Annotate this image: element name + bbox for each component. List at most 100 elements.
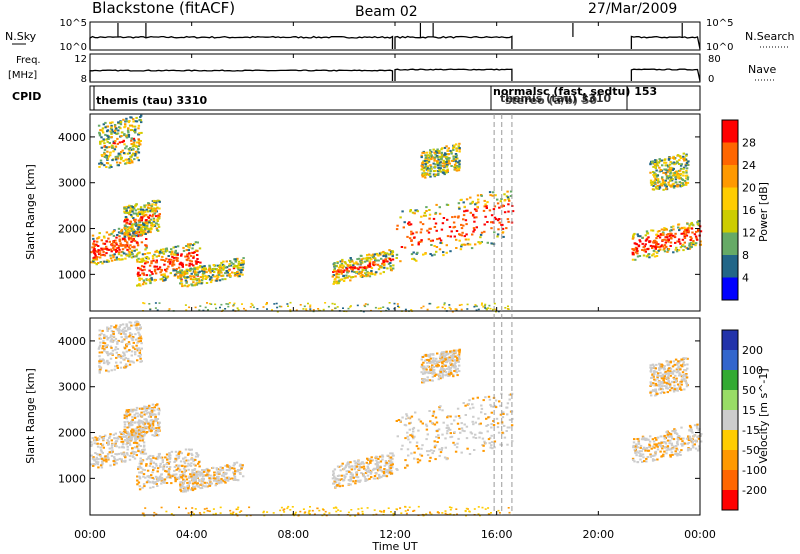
data-cell — [352, 266, 355, 269]
data-cell — [676, 442, 679, 445]
data-cell — [427, 160, 431, 163]
data-cell — [110, 131, 113, 134]
data-cell — [648, 443, 651, 446]
ground-cell — [336, 306, 339, 308]
data-cell — [130, 431, 133, 434]
data-cell — [634, 445, 637, 448]
data-cell — [158, 215, 161, 218]
data-cell — [632, 458, 635, 461]
data-cell — [122, 330, 125, 333]
data-cell — [233, 467, 236, 470]
data-cell — [93, 240, 96, 243]
data-cell — [213, 271, 216, 273]
data-cell — [133, 139, 136, 142]
data-cell — [407, 454, 410, 457]
data-cell — [664, 241, 667, 244]
data-cell — [457, 145, 460, 148]
data-cell — [368, 257, 371, 260]
ground-cell — [225, 303, 228, 305]
data-cell — [148, 427, 151, 430]
data-cell — [111, 231, 114, 234]
data-cell — [97, 236, 101, 239]
data-cell — [475, 216, 478, 219]
data-cell — [438, 448, 441, 451]
data-cell — [682, 152, 685, 155]
data-cell — [131, 428, 134, 431]
data-cell — [225, 260, 228, 263]
data-cell — [129, 237, 133, 240]
data-cell — [639, 235, 642, 238]
data-cell — [462, 218, 465, 221]
data-cell — [185, 263, 188, 266]
data-cell — [133, 417, 137, 419]
data-cell — [463, 235, 466, 238]
data-cell — [670, 442, 673, 445]
data-cell — [185, 280, 188, 283]
data-cell — [677, 223, 680, 226]
data-cell — [131, 253, 134, 256]
data-cell — [112, 433, 115, 436]
data-cell — [695, 440, 698, 443]
data-cell — [134, 223, 137, 226]
data-cell — [637, 245, 641, 248]
data-cell — [96, 445, 100, 448]
data-cell — [186, 285, 189, 288]
data-cell — [145, 412, 148, 415]
data-cell — [95, 263, 98, 265]
ground-cell — [204, 306, 207, 309]
data-cell — [438, 206, 441, 209]
data-cell — [455, 166, 458, 169]
data-cell — [473, 220, 476, 223]
data-cell — [118, 248, 121, 251]
data-cell — [191, 454, 194, 457]
data-cell — [177, 455, 181, 458]
data-cell — [101, 443, 105, 446]
data-cell — [155, 259, 158, 262]
data-cell — [642, 254, 646, 257]
data-cell — [111, 349, 115, 352]
data-cell — [134, 338, 138, 341]
data-cell — [125, 365, 129, 368]
data-cell — [453, 144, 456, 147]
data-cell — [682, 232, 685, 235]
data-cell — [391, 452, 394, 455]
data-cell — [435, 203, 438, 206]
data-cell — [143, 418, 146, 421]
data-cell — [156, 215, 160, 218]
data-cell — [441, 433, 444, 436]
data-cell — [470, 432, 474, 435]
data-cell — [231, 271, 234, 274]
data-cell — [675, 452, 678, 455]
data-cell — [179, 277, 182, 280]
ground-cell — [241, 303, 243, 305]
data-cell — [357, 480, 360, 483]
data-cell — [376, 477, 379, 480]
data-cell — [401, 210, 404, 213]
data-cell — [649, 453, 652, 456]
data-cell — [464, 404, 467, 407]
data-cell — [98, 362, 101, 365]
data-cell — [375, 271, 378, 274]
data-cell — [105, 247, 109, 250]
data-cell — [142, 222, 145, 225]
data-cell — [123, 454, 126, 457]
data-cell — [387, 469, 390, 472]
data-cell — [651, 459, 655, 462]
data-cell — [463, 423, 466, 426]
data-cell — [688, 435, 691, 438]
ground-cell — [168, 308, 171, 310]
data-cell — [120, 438, 123, 440]
data-cell — [152, 420, 155, 423]
data-cell — [634, 242, 637, 245]
data-cell — [452, 221, 456, 224]
data-cell — [164, 250, 167, 253]
data-cell — [131, 336, 135, 338]
data-cell — [191, 471, 194, 474]
data-cell — [210, 279, 214, 282]
data-cell — [457, 415, 461, 417]
ground-cell — [305, 308, 308, 310]
data-cell — [133, 230, 136, 233]
data-cell — [110, 325, 113, 328]
data-cell — [410, 240, 413, 242]
ground-cell — [219, 306, 221, 309]
